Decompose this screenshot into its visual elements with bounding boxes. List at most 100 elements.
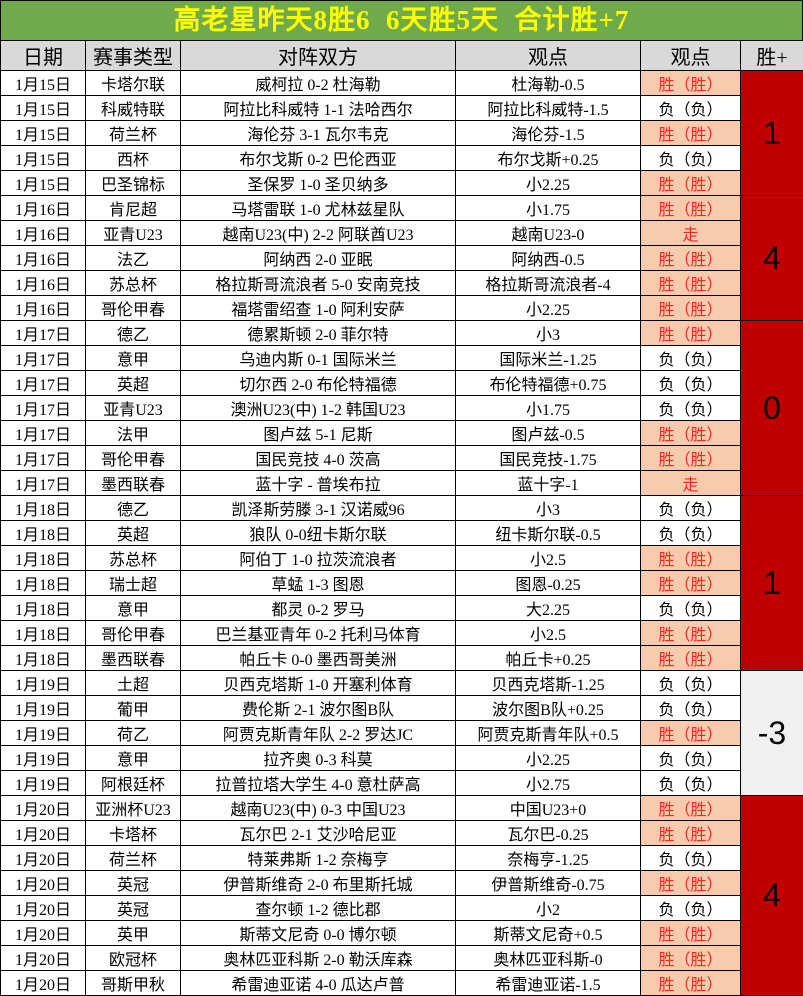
date-cell: 1月20日 bbox=[1, 821, 86, 846]
date-cell: 1月17日 bbox=[1, 396, 86, 421]
league-cell: 英冠 bbox=[86, 871, 181, 896]
date-cell: 1月17日 bbox=[1, 446, 86, 471]
result-cell: 负（负） bbox=[641, 521, 741, 546]
pick-cell: 阿拉比科威特-1.5 bbox=[456, 96, 641, 121]
result-cell: 负（负） bbox=[641, 396, 741, 421]
col-header-date: 日期 bbox=[1, 41, 86, 71]
result-cell: 胜（胜） bbox=[641, 421, 741, 446]
match-cell: 奥林匹亚科斯 2-0 勒沃库森 bbox=[181, 946, 456, 971]
league-cell: 肯尼超 bbox=[86, 196, 181, 221]
league-cell: 哥斯甲秋 bbox=[86, 971, 181, 996]
league-cell: 英甲 bbox=[86, 921, 181, 946]
match-cell: 威柯拉 0-2 杜海勒 bbox=[181, 71, 456, 96]
pick-cell: 杜海勒-0.5 bbox=[456, 71, 641, 96]
league-cell: 土超 bbox=[86, 671, 181, 696]
result-cell: 胜（胜） bbox=[641, 721, 741, 746]
date-cell: 1月20日 bbox=[1, 846, 86, 871]
pick-cell: 小2.25 bbox=[456, 746, 641, 771]
pick-cell: 国民竞技-1.75 bbox=[456, 446, 641, 471]
date-cell: 1月18日 bbox=[1, 571, 86, 596]
pick-cell: 小1.75 bbox=[456, 196, 641, 221]
league-cell: 苏总杯 bbox=[86, 271, 181, 296]
pick-cell: 帕丘卡+0.25 bbox=[456, 646, 641, 671]
date-cell: 1月17日 bbox=[1, 321, 86, 346]
pick-cell: 小2.25 bbox=[456, 171, 641, 196]
league-cell: 荷兰杯 bbox=[86, 121, 181, 146]
date-cell: 1月19日 bbox=[1, 671, 86, 696]
win-plus-cell: 4 bbox=[741, 796, 803, 996]
result-cell: 走 bbox=[641, 221, 741, 246]
pick-cell: 小1.75 bbox=[456, 396, 641, 421]
result-cell: 走 bbox=[641, 471, 741, 496]
result-cell: 胜（胜） bbox=[641, 196, 741, 221]
col-header-result: 观点 bbox=[641, 41, 741, 71]
result-cell: 胜（胜） bbox=[641, 446, 741, 471]
date-cell: 1月16日 bbox=[1, 296, 86, 321]
match-cell: 切尔西 2-0 布伦特福德 bbox=[181, 371, 456, 396]
date-cell: 1月15日 bbox=[1, 71, 86, 96]
result-cell: 负（负） bbox=[641, 746, 741, 771]
match-cell: 查尔顿 1-2 德比郡 bbox=[181, 896, 456, 921]
result-cell: 胜（胜） bbox=[641, 321, 741, 346]
date-cell: 1月18日 bbox=[1, 496, 86, 521]
match-cell: 都灵 0-2 罗马 bbox=[181, 596, 456, 621]
pick-cell: 小2 bbox=[456, 896, 641, 921]
pick-cell: 贝西克塔斯-1.25 bbox=[456, 671, 641, 696]
match-cell: 巴兰基亚青年 0-2 托利马体育 bbox=[181, 621, 456, 646]
pick-cell: 小2.5 bbox=[456, 546, 641, 571]
pick-cell: 希雷迪亚诺-1.5 bbox=[456, 971, 641, 996]
date-cell: 1月16日 bbox=[1, 246, 86, 271]
pick-cell: 伊普斯维奇-0.75 bbox=[456, 871, 641, 896]
date-cell: 1月19日 bbox=[1, 771, 86, 796]
date-cell: 1月17日 bbox=[1, 471, 86, 496]
date-cell: 1月16日 bbox=[1, 196, 86, 221]
date-cell: 1月16日 bbox=[1, 221, 86, 246]
match-cell: 费伦斯 2-1 波尔图B队 bbox=[181, 696, 456, 721]
date-cell: 1月15日 bbox=[1, 146, 86, 171]
date-cell: 1月17日 bbox=[1, 371, 86, 396]
match-cell: 拉齐奥 0-3 科莫 bbox=[181, 746, 456, 771]
league-cell: 意甲 bbox=[86, 346, 181, 371]
match-cell: 海伦芬 3-1 瓦尔韦克 bbox=[181, 121, 456, 146]
result-cell: 负（负） bbox=[641, 671, 741, 696]
pick-cell: 小2.75 bbox=[456, 771, 641, 796]
pick-cell: 布尔戈斯+0.25 bbox=[456, 146, 641, 171]
match-cell: 越南U23(中) 2-2 阿联酋U23 bbox=[181, 221, 456, 246]
league-cell: 法乙 bbox=[86, 246, 181, 271]
result-cell: 胜（胜） bbox=[641, 921, 741, 946]
pick-cell: 阿纳西-0.5 bbox=[456, 246, 641, 271]
match-cell: 狼队 0-0纽卡斯尔联 bbox=[181, 521, 456, 546]
league-cell: 苏总杯 bbox=[86, 546, 181, 571]
pick-cell: 奈梅亨-1.25 bbox=[456, 846, 641, 871]
title-banner: 高老星昨天8胜6 6天胜5天 合计胜+7 bbox=[0, 0, 803, 40]
result-cell: 负（负） bbox=[641, 371, 741, 396]
win-plus-cell: -3 bbox=[741, 671, 803, 796]
win-plus-cell: 0 bbox=[741, 321, 803, 496]
league-cell: 德乙 bbox=[86, 321, 181, 346]
result-cell: 胜（胜） bbox=[641, 796, 741, 821]
result-cell: 胜（胜） bbox=[641, 621, 741, 646]
league-cell: 荷乙 bbox=[86, 721, 181, 746]
date-cell: 1月19日 bbox=[1, 746, 86, 771]
league-cell: 英冠 bbox=[86, 896, 181, 921]
pick-cell: 瓦尔巴-0.25 bbox=[456, 821, 641, 846]
result-cell: 负（负） bbox=[641, 146, 741, 171]
league-cell: 科威特联 bbox=[86, 96, 181, 121]
pick-cell: 中国U23+0 bbox=[456, 796, 641, 821]
result-cell: 胜（胜） bbox=[641, 296, 741, 321]
table-header-row: 日期 赛事类型 对阵双方 观点 观点 胜+ bbox=[1, 41, 803, 71]
